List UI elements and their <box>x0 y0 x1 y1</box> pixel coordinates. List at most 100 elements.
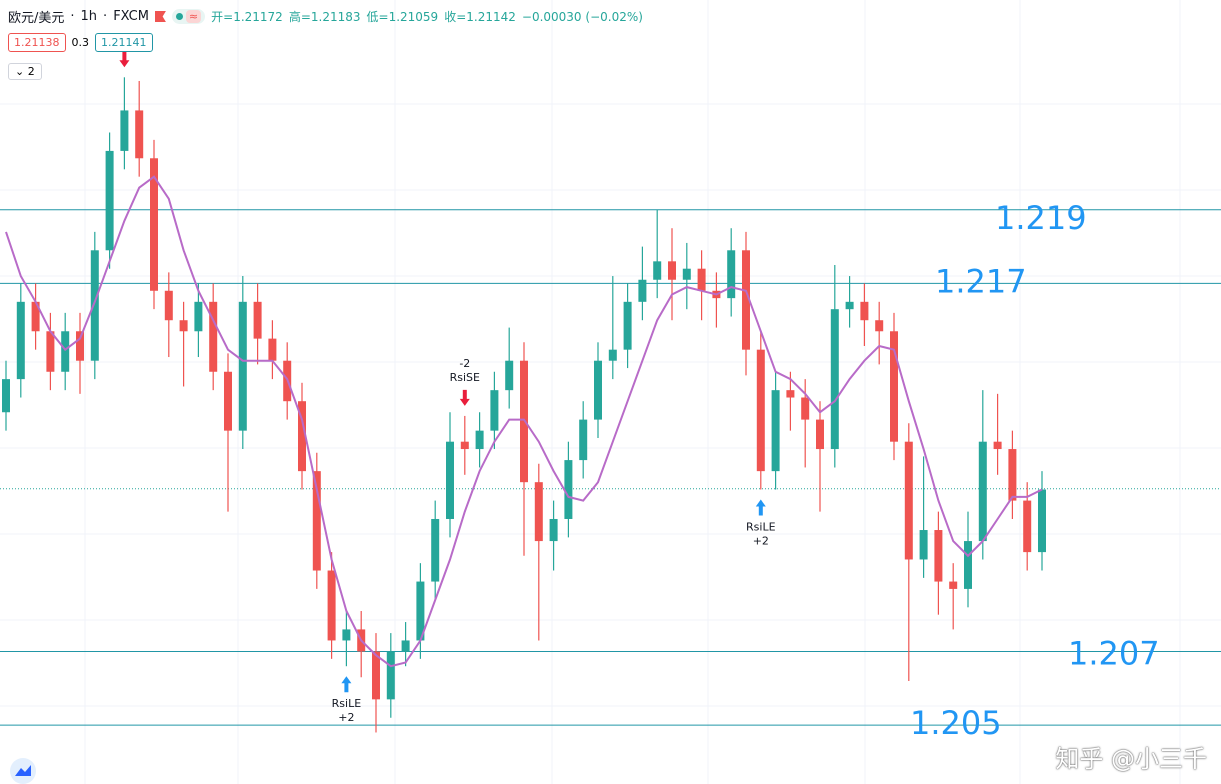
candle-body <box>120 110 129 151</box>
candle-body <box>771 390 780 472</box>
candle-body <box>372 651 380 700</box>
candle-body <box>830 309 839 450</box>
signal-label: RsiLE <box>332 697 362 710</box>
candle-body <box>964 541 972 589</box>
candle-body <box>135 110 144 159</box>
indicator-count: 2 <box>27 65 35 78</box>
tv-logo <box>10 758 36 784</box>
candle-body <box>1038 489 1046 553</box>
ohlc-high: 高=1.21183 <box>288 10 361 24</box>
signal-qty: -2 <box>459 357 470 370</box>
candle-body <box>312 471 321 571</box>
candle-body <box>786 390 795 398</box>
candle-body <box>890 331 898 442</box>
candle-body <box>934 530 943 582</box>
candle-body <box>594 360 602 420</box>
candle-body <box>727 250 736 299</box>
candle-body <box>2 379 10 413</box>
short-arrow <box>459 389 470 406</box>
level-label: 1.207 <box>1068 634 1160 672</box>
candle-body <box>46 331 55 372</box>
market-status[interactable]: ≈ <box>171 9 206 24</box>
long-arrow <box>341 676 352 693</box>
candle-body <box>860 301 869 321</box>
moving-average <box>5 175 1043 668</box>
candle-body <box>76 331 84 361</box>
candle-body <box>608 349 617 361</box>
signal-label: RsiLE <box>746 521 776 534</box>
candle-body <box>268 338 277 361</box>
ohlc-close: 收=1.21142 <box>444 10 516 24</box>
ohlc-low: 低=1.21059 <box>366 10 439 24</box>
candle-body <box>623 301 632 350</box>
candle-body <box>209 301 218 372</box>
candle-body <box>431 518 440 582</box>
candle-body <box>460 441 469 450</box>
candle-body <box>416 581 425 641</box>
candle-body <box>742 250 750 350</box>
candle-body <box>16 301 25 380</box>
signal-qty: +2 <box>753 535 769 548</box>
candle-body <box>1023 500 1032 553</box>
exchange: FXCM <box>113 9 149 24</box>
candle-body <box>31 301 40 332</box>
indicator-toggle[interactable]: ⌄ 2 <box>8 63 42 80</box>
candle-body <box>638 279 647 302</box>
candle-body <box>298 401 306 472</box>
candle-body <box>505 360 514 391</box>
candle-body <box>401 640 410 652</box>
candle-body <box>816 419 824 450</box>
candle-body <box>224 371 232 431</box>
header: 欧元/美元 · 1h · FXCM ≈ 开=1.21172 高=1.21183 低=… <box>8 9 643 26</box>
candle-body <box>520 360 528 483</box>
candle-body <box>993 441 1002 450</box>
flag[interactable] <box>154 11 166 22</box>
candle-body <box>564 460 573 519</box>
candle-body <box>919 530 928 560</box>
candle-body <box>386 651 395 700</box>
candle-body <box>150 158 158 291</box>
level-label: 1.205 <box>910 704 1002 742</box>
candle-body <box>801 397 810 420</box>
symbol: 欧元/美元 <box>8 11 65 26</box>
candle-body <box>653 261 662 280</box>
candle-body <box>238 301 247 431</box>
sell-button[interactable]: 1.21138 <box>8 33 66 52</box>
watermark: 知乎 @小三千 <box>1055 745 1207 773</box>
candle-body <box>668 261 676 280</box>
spread: 0.3 <box>71 36 90 49</box>
candle-body <box>194 301 203 332</box>
candle-body <box>105 150 114 251</box>
candle-body <box>90 250 99 361</box>
candle-body <box>978 441 987 542</box>
candle-body <box>904 441 913 560</box>
level-label: 1.219 <box>995 199 1087 237</box>
candle-body <box>949 581 958 589</box>
candle-body <box>164 290 173 321</box>
candle-body <box>327 570 336 641</box>
ohlc-open: 开=1.21172 <box>211 10 283 24</box>
candle-body <box>475 430 484 450</box>
candle-body <box>446 441 454 519</box>
candle-body <box>490 390 499 431</box>
candle-body <box>756 349 765 472</box>
long-arrow <box>755 499 766 516</box>
candle-body <box>697 268 706 291</box>
candle-body <box>1008 449 1017 501</box>
candle-body <box>549 518 558 542</box>
candle-body <box>534 482 543 542</box>
ohlc-change: −0.00030 (−0.02%) <box>521 9 643 24</box>
interval[interactable]: 1h <box>80 9 98 24</box>
short-arrow <box>119 51 130 68</box>
candle-body <box>682 268 691 280</box>
trade-panel: 1.21138 0.3 1.21141 <box>8 33 153 52</box>
buy-button[interactable]: 1.21141 <box>95 33 153 52</box>
candle-body <box>579 419 588 461</box>
candle-body <box>61 331 70 372</box>
candle-body <box>845 301 854 310</box>
level-label: 1.217 <box>935 262 1027 300</box>
signal-label: RsiSE <box>450 371 480 384</box>
candle-body <box>253 301 262 339</box>
